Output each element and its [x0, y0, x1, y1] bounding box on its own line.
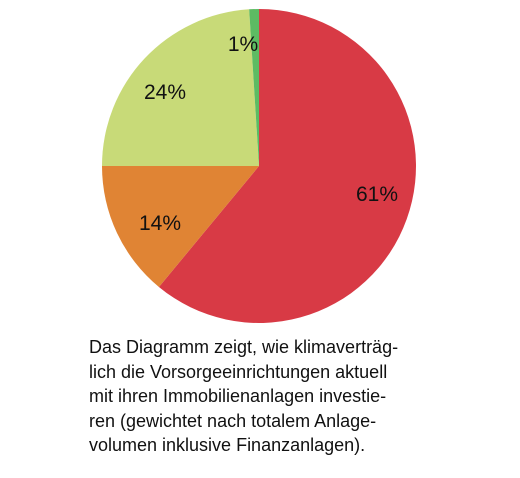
slice-label-1: 61% [356, 183, 398, 206]
pie-labels: 61% 14% 24% 1% [139, 33, 398, 235]
pie-slices [102, 9, 416, 323]
caption-line-5: volumen inklusive Finanzanlagen). [89, 435, 366, 455]
slice-label-3: 24% [144, 81, 186, 104]
caption-line-2: lich die Vorsorgeeinrichtungen aktuell [89, 361, 388, 382]
pie-slice-4 [249, 9, 259, 166]
pie-slice-3 [102, 9, 259, 167]
slice-label-2: 14% [139, 212, 181, 235]
caption-line-4: ren (gewichtet nach totalem Anlage- [89, 410, 377, 431]
caption-line-3: mit ihren Immobilienanlagen investie- [89, 386, 387, 406]
chart-caption: Das Diagramm zeigt, wie klimaverträg- li… [89, 335, 449, 458]
pie-slice-1 [158, 9, 416, 323]
slice-label-4: 1% [228, 33, 258, 56]
pie-slice-2 [102, 166, 259, 287]
pie-chart: 61% 14% 24% 1% [102, 9, 416, 323]
caption-line-1: Das Diagramm zeigt, wie klimaverträg- [89, 337, 399, 357]
